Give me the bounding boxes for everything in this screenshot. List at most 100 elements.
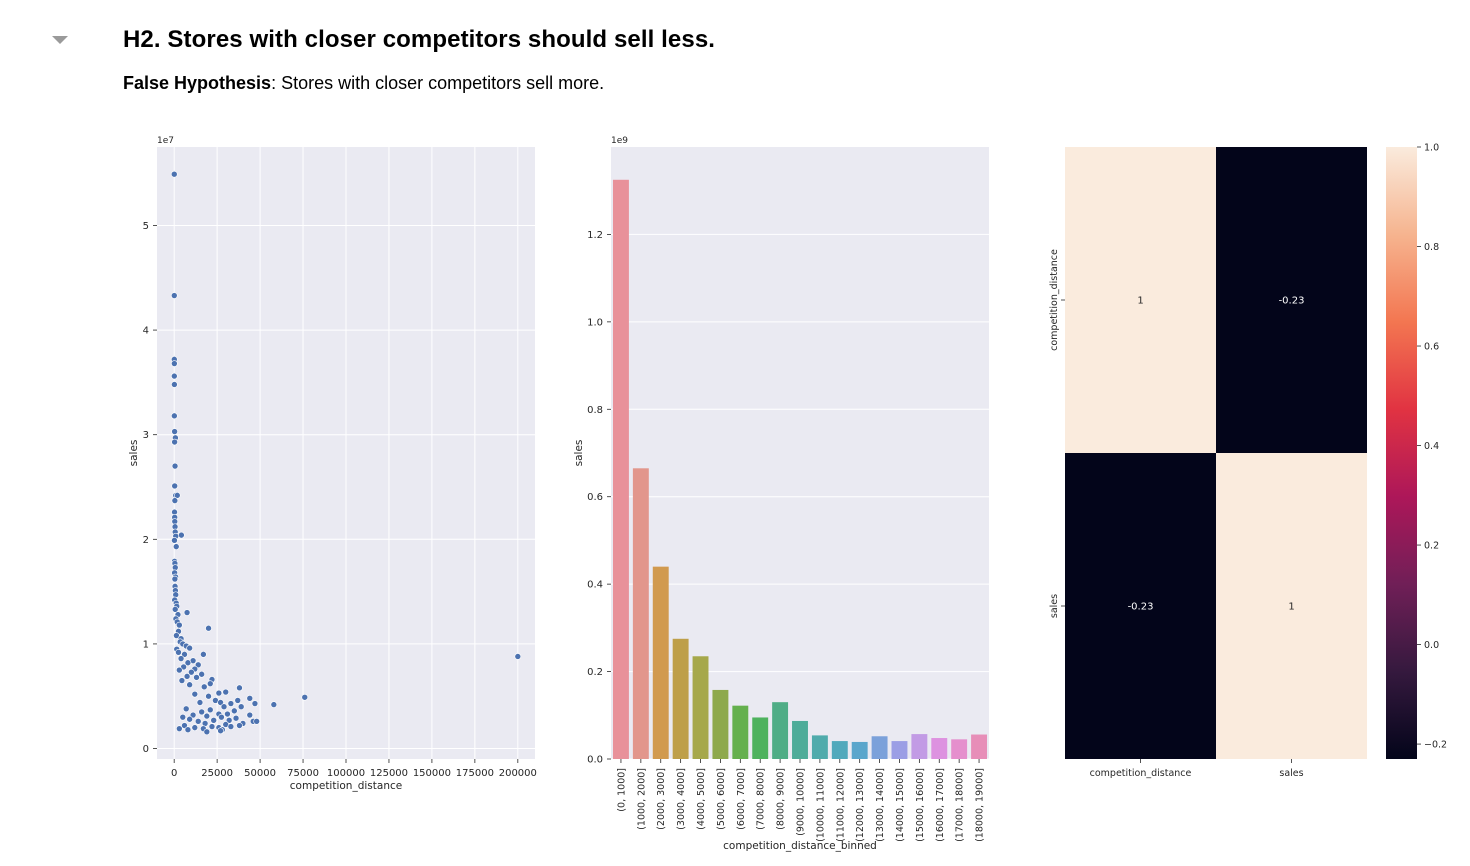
scatter-point (171, 497, 179, 504)
scatter-point (181, 651, 188, 658)
conclusion-separator: : (271, 73, 277, 93)
scatter-y-tick-label: 5 (143, 221, 149, 232)
scatter-point (270, 701, 278, 708)
heatmap-cell (1065, 147, 1216, 453)
hypothesis-conclusion: False Hypothesis: Stores with closer com… (123, 73, 604, 94)
scatter-point (171, 537, 178, 544)
bar (772, 702, 789, 759)
scatter-point (184, 726, 192, 734)
bar (851, 741, 868, 759)
scatter-point (203, 728, 211, 736)
bar-x-tick-label: (8000, 9000] (776, 768, 787, 830)
scatter-point (220, 703, 228, 710)
scatter-x-tick-label: 100000 (327, 768, 365, 779)
scatter-x-tick-label: 150000 (413, 768, 451, 779)
bar-y-offset-label: 1e9 (611, 136, 628, 146)
scatter-point (171, 372, 178, 380)
scatter-point (183, 609, 191, 616)
scatter-y-tick-label: 4 (143, 326, 149, 337)
heatmap-cell (1216, 147, 1367, 453)
bar-y-tick-label: 0.4 (587, 580, 603, 591)
bar-x-tick-label: (9000, 10000] (796, 768, 807, 836)
scatter-y-tick-label: 1 (143, 639, 149, 650)
bar-x-tick-label: (1000, 2000] (636, 768, 647, 830)
scatter-point (176, 621, 183, 629)
scatter-point (301, 693, 309, 701)
scatter-y-tick-label: 0 (143, 744, 149, 755)
scatter-point (208, 723, 216, 730)
scatter-point (171, 428, 178, 435)
bar-y-tick-label: 0.8 (587, 405, 603, 416)
scatter-point (170, 170, 178, 178)
scatter-point (175, 648, 182, 656)
scatter-point (171, 360, 178, 367)
bar (752, 717, 769, 759)
bar (911, 734, 928, 759)
scatter-point (171, 438, 178, 446)
bar-x-tick-label: (14000, 15000] (895, 768, 906, 842)
bar (612, 179, 629, 760)
heatmap-x-tick-label: sales (1279, 768, 1303, 779)
heatmap-y-tick-label: sales (1049, 594, 1060, 618)
scatter-point (217, 699, 224, 706)
bar (672, 638, 689, 759)
scatter-point (186, 715, 193, 723)
bar (712, 689, 729, 759)
scatter-point (183, 673, 191, 680)
scatter-y-tick-label: 2 (143, 535, 149, 546)
scatter-point (171, 482, 178, 490)
bar (732, 705, 749, 759)
scatter-point (205, 624, 212, 632)
bar-x-tick-label: (16000, 17000] (935, 768, 946, 842)
bar-y-tick-label: 0.0 (587, 755, 603, 766)
colorbar-tick-label: 0.8 (1424, 242, 1439, 253)
scatter-point (194, 661, 202, 669)
scatter-point (203, 712, 211, 720)
scatter-y-offset-label: 1e7 (157, 136, 174, 146)
heatmap-y-tick-label: competition_distance (1049, 249, 1060, 351)
scatter-point (206, 680, 214, 687)
bar-x-axis-label: competition_distance_binned (723, 840, 877, 852)
bar (792, 720, 808, 759)
bar-x-tick-label: (17000, 18000] (955, 768, 966, 842)
bar-x-tick-label: (11000, 12000] (835, 768, 846, 842)
scatter-point (236, 684, 243, 692)
bar-x-tick-label: (18000, 19000] (975, 768, 986, 842)
scatter-point (188, 668, 195, 676)
colorbar-tick-label: 0.6 (1424, 342, 1439, 353)
scatter-point (193, 674, 200, 681)
scatter-point (181, 722, 188, 729)
scatter-point (186, 644, 193, 652)
scatter-point (191, 724, 199, 731)
scatter-y-tick-label: 3 (143, 430, 149, 441)
scatter-point (178, 677, 186, 684)
bar-x-tick-label: (7000, 8000] (756, 768, 767, 830)
scatter-point (205, 692, 212, 700)
heatmap-cell-annotation: 1 (1288, 602, 1294, 613)
bar-x-tick-label: (0, 1000] (616, 768, 627, 812)
colorbar-tick-label: −0.2 (1424, 740, 1447, 751)
scatter-point (171, 462, 179, 470)
scatter-point (217, 727, 224, 735)
bar (971, 734, 988, 759)
scatter-point (176, 725, 183, 732)
collapse-toggle-icon[interactable] (52, 36, 68, 44)
heatmap-cell-annotation: 1 (1137, 296, 1143, 307)
bar-y-tick-label: 0.6 (587, 492, 603, 503)
scatter-x-axis-label: competition_distance (290, 780, 402, 792)
scatter-point (251, 700, 259, 707)
bar-x-tick-label: (6000, 7000] (736, 768, 747, 830)
bar-x-tick-label: (10000, 11000] (815, 768, 826, 842)
section-heading: H2. Stores with closer competitors shoul… (123, 26, 716, 53)
colorbar-strip (1386, 147, 1417, 759)
scatter-chart: 0 25000 50000 75000 100000 125000 150000 175000… (128, 136, 537, 792)
bar-x-tick-label: (5000, 6000] (716, 768, 727, 830)
heatmap-cell (1065, 453, 1216, 759)
bar (831, 741, 848, 759)
scatter-point (171, 606, 179, 613)
scatter-point (198, 670, 205, 678)
scatter-point (176, 666, 183, 674)
scatter-point (200, 651, 207, 658)
